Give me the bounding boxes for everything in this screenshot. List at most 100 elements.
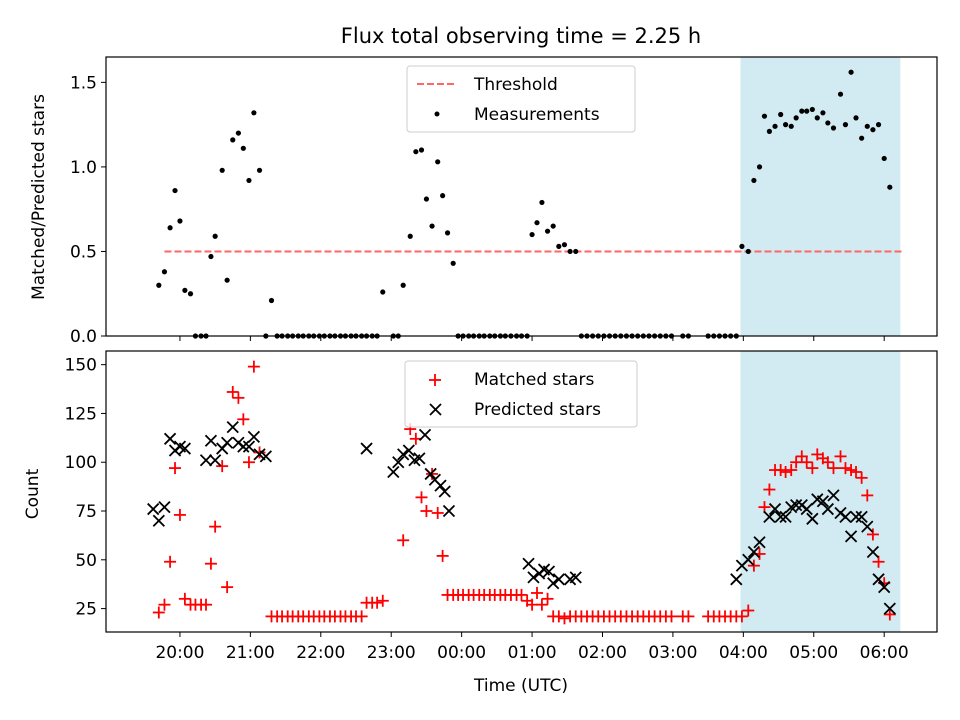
- x-tick-label: 02:00: [578, 643, 627, 663]
- x-axis-ticks: [179, 336, 885, 341]
- matched-point: [237, 413, 250, 426]
- matched-point: [164, 555, 177, 568]
- y-tick-label: 75: [75, 502, 97, 522]
- legend-predicted-swatch: [429, 403, 442, 416]
- flux-ratio-panel: 0.0 0.5 1.0 1.5 Flux total observing time =…: [29, 24, 938, 347]
- matched-point: [839, 462, 852, 475]
- measurement-point: [418, 147, 425, 153]
- matched-point: [204, 557, 217, 570]
- predicted-point: [730, 573, 743, 586]
- matched-point: [530, 586, 543, 599]
- measurement-point: [887, 184, 893, 190]
- predicted-point: [527, 571, 540, 584]
- matched-point: [232, 391, 245, 404]
- measurement-point: [440, 193, 446, 199]
- measurement-point: [450, 260, 456, 266]
- predicted-point: [827, 489, 840, 502]
- highlight-span: [740, 351, 901, 632]
- predicted-point: [878, 580, 891, 594]
- axes-frame: [105, 350, 938, 633]
- matched-point: [431, 506, 444, 519]
- matched-point: [845, 464, 858, 477]
- legend-matched-swatch: [429, 374, 441, 386]
- measurement-point: [556, 243, 562, 249]
- measurement-point: [842, 122, 849, 128]
- measurement-point: [539, 199, 545, 206]
- measurement-point: [751, 177, 757, 184]
- measurement-point: [413, 149, 419, 155]
- measurement-point: [177, 218, 183, 224]
- measurement-point: [251, 110, 257, 116]
- matched-point: [541, 592, 554, 605]
- y-tick-label: 0.5: [70, 242, 97, 262]
- predicted-point: [839, 510, 852, 524]
- count-panel: 25 50 75 100 125 150 20:00 21:00 22:00 23:00 00:0…: [23, 350, 938, 696]
- measurement-point: [224, 277, 230, 283]
- measurement-point: [848, 69, 854, 75]
- predicted-point: [774, 510, 787, 524]
- measurement-point: [825, 120, 831, 126]
- matched-point: [397, 534, 410, 547]
- y-axis-label: Count: [23, 468, 43, 519]
- matched-point: [800, 456, 813, 469]
- predicted-point: [163, 432, 177, 445]
- measurement-point: [561, 242, 568, 248]
- x-axis-label: Time (UTC): [473, 676, 568, 696]
- matched-point: [535, 598, 548, 611]
- legend-box: [404, 360, 638, 428]
- predicted-point: [438, 485, 451, 498]
- x-tick-label: 21:00: [226, 643, 275, 663]
- predicted-point: [569, 571, 582, 584]
- predicted-point: [259, 450, 272, 463]
- measurement-point: [167, 225, 173, 231]
- predicted-point: [199, 454, 213, 467]
- y-tick-label: 100: [65, 453, 97, 473]
- predicted-point: [542, 565, 556, 578]
- y-tick-label: 0.0: [70, 327, 97, 347]
- x-tick-label: 03:00: [648, 643, 697, 663]
- legend-matched-label: Matched stars: [474, 370, 594, 390]
- matched-point: [742, 604, 755, 617]
- measurement-point: [772, 123, 778, 129]
- measurement-point: [240, 145, 246, 151]
- predicted-point: [220, 436, 234, 449]
- matched-point: [552, 610, 565, 623]
- predicted-point: [866, 545, 880, 559]
- predicted-point: [158, 500, 171, 514]
- predicted-point: [237, 440, 250, 453]
- measurement-point: [870, 127, 876, 133]
- x-tick-label: 05:00: [789, 643, 838, 663]
- matched-point: [855, 471, 868, 484]
- predicted-point: [753, 536, 766, 549]
- measurement-point: [853, 115, 859, 121]
- measurement-point: [573, 248, 579, 255]
- measurement-point: [268, 297, 275, 304]
- measurement-point: [859, 135, 865, 141]
- measurement-point: [830, 125, 837, 131]
- matched-point: [415, 491, 428, 504]
- measurement-point: [809, 106, 815, 113]
- predicted-point: [424, 467, 437, 481]
- predicted-point: [763, 510, 776, 524]
- measurement-point: [407, 233, 413, 239]
- predicted-point: [178, 442, 192, 455]
- predicted-point: [861, 520, 874, 533]
- matched-point: [253, 446, 266, 459]
- matched-point: [355, 610, 368, 623]
- matched-point: [763, 483, 776, 496]
- matched-point: [779, 465, 792, 478]
- matched-point: [866, 528, 879, 541]
- y-axis: 25 50 75 100 125 150: [65, 356, 106, 620]
- measurement-point: [756, 164, 763, 170]
- y-axis: 0.0 0.5 1.0 1.5: [70, 73, 106, 347]
- predicted-point: [806, 512, 819, 525]
- predicted-point: [779, 510, 792, 524]
- predicted-point: [768, 502, 782, 516]
- predicted-point: [387, 465, 400, 479]
- measurement-point: [219, 167, 225, 173]
- measurement-point: [230, 137, 236, 143]
- matched-point: [515, 588, 528, 601]
- measurement-point: [814, 115, 820, 121]
- matched-point: [861, 489, 874, 502]
